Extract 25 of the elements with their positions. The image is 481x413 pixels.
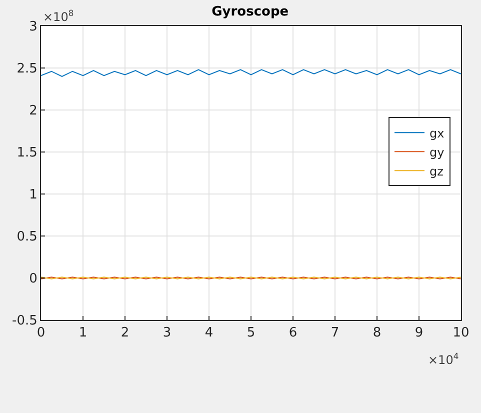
y-tick-label: 3 (29, 20, 38, 35)
y-tick-label: 2.5 (16, 62, 38, 77)
text: ×10$^{4}$ (428, 351, 459, 368)
x-tick-label: 10 (452, 326, 470, 341)
y-tick-label: 1 (29, 188, 38, 203)
x-tick-label: 4 (204, 326, 214, 341)
y-tick-label: -0.5 (12, 314, 38, 329)
x-tick-label: 6 (288, 326, 298, 341)
legend-label: gx (430, 126, 444, 140)
x-tick-label: 3 (162, 326, 172, 341)
x-tick-label: 5 (246, 326, 256, 341)
line-series (41, 69, 461, 77)
legend-label: gy (430, 145, 444, 160)
y-tick-label: 0 (29, 272, 38, 287)
y-tick-label: 0.5 (16, 230, 38, 245)
x-tick-label: 7 (330, 326, 340, 341)
x-tick-label: 9 (414, 326, 424, 341)
y-tick-label: 2 (29, 104, 38, 119)
legend-label: gz (430, 164, 444, 178)
x-tick-label: 2 (120, 326, 130, 341)
y-tick-label: 1.5 (16, 146, 38, 161)
chart-title: Gyroscope (212, 4, 289, 20)
x-tick-label: 1 (78, 326, 88, 341)
x-tick-label: 8 (372, 326, 382, 341)
text: ×10$^{8}$ (43, 8, 74, 24)
